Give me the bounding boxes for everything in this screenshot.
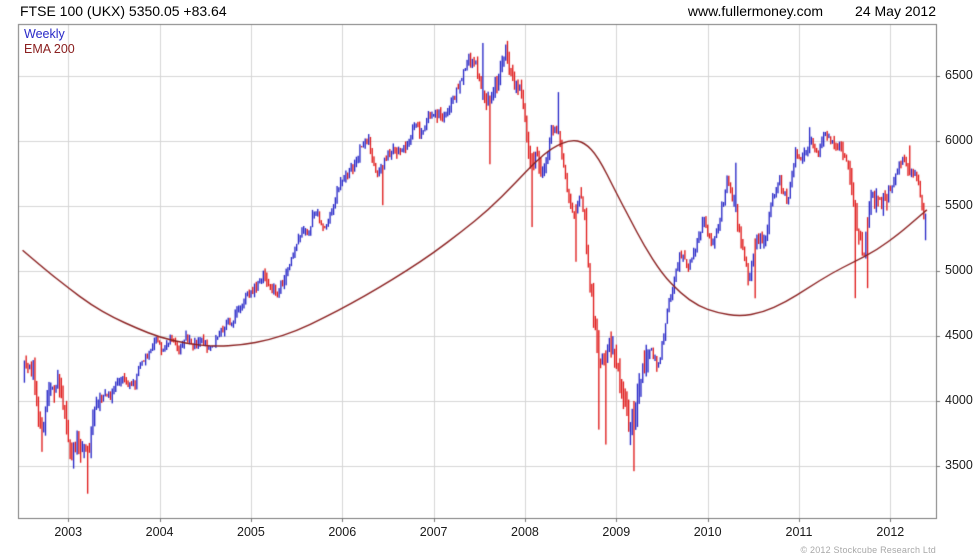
header-right: www.fullermoney.com 24 May 2012 <box>688 3 936 19</box>
y-axis-tick-label: 4500 <box>945 328 973 342</box>
instrument-title: FTSE 100 (UKX) 5350.05 +83.64 <box>20 3 227 19</box>
x-axis-tick-label: 2009 <box>602 525 631 539</box>
y-axis-tick-label: 5000 <box>945 263 973 277</box>
x-axis-tick-label: 2004 <box>145 525 174 539</box>
y-axis-tick-label: 6000 <box>945 133 973 147</box>
x-axis-tick-label: 2010 <box>693 525 722 539</box>
chart-header: FTSE 100 (UKX) 5350.05 +83.64 www.fuller… <box>20 3 936 19</box>
x-axis-tick-label: 2012 <box>876 525 905 539</box>
chart-legend: Weekly EMA 200 <box>24 27 75 57</box>
chart-date: 24 May 2012 <box>855 3 936 19</box>
x-axis-tick-label: 2005 <box>237 525 265 539</box>
website-link[interactable]: www.fullermoney.com <box>687 3 824 19</box>
legend-weekly: Weekly <box>24 27 65 41</box>
y-axis-tick-label: 6500 <box>945 68 973 82</box>
x-axis-tick-label: 2007 <box>419 525 448 539</box>
x-axis-tick-label: 2008 <box>511 525 539 539</box>
x-axis-tick-label: 2006 <box>328 525 357 539</box>
x-axis-tick-label: 2011 <box>785 525 813 539</box>
y-axis-tick-label: 5500 <box>945 198 973 212</box>
legend-ema: EMA 200 <box>24 42 75 56</box>
copyright-notice: © 2012 Stockcube Research Ltd <box>800 545 936 555</box>
y-axis-tick-label: 4000 <box>945 393 973 407</box>
x-axis-tick-label: 2003 <box>54 525 83 539</box>
y-axis-tick-label: 3500 <box>945 458 973 472</box>
